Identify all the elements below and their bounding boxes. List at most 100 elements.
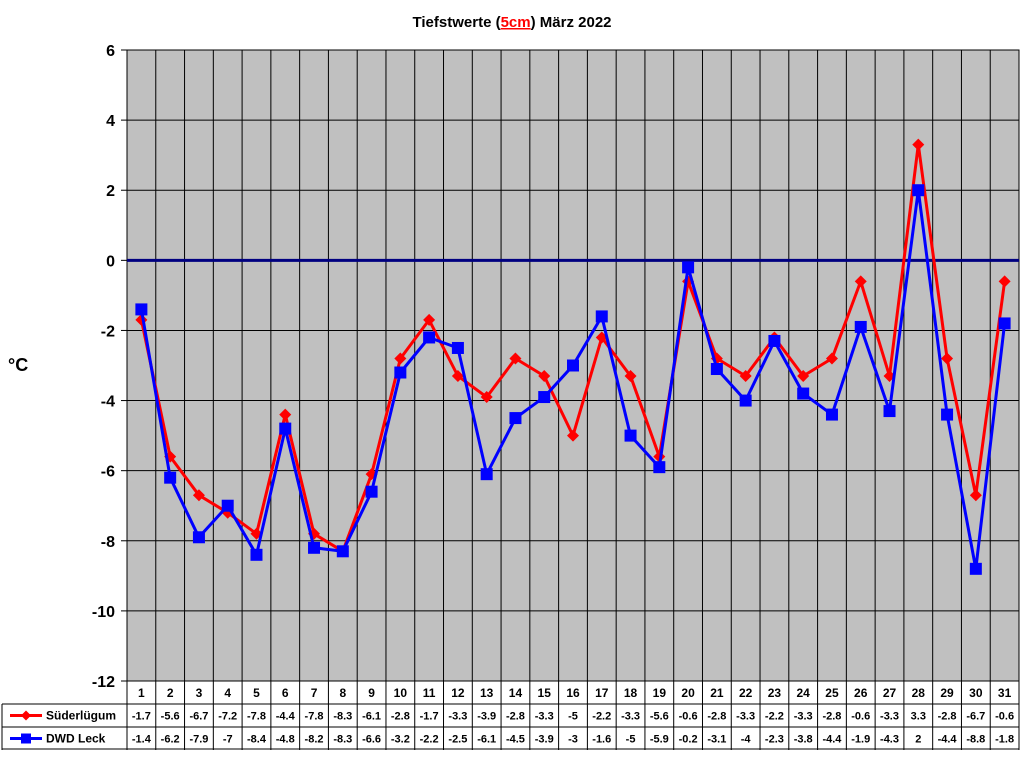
series-1-point — [710, 363, 723, 376]
series-1-point — [768, 334, 781, 347]
data-label: -5.9 — [650, 734, 669, 746]
data-label: -8.8 — [966, 734, 985, 746]
y-tick-label: 6 — [106, 43, 115, 60]
data-label: -6.6 — [362, 734, 381, 746]
data-label: -2.8 — [822, 711, 841, 723]
x-category-label: 10 — [394, 686, 408, 700]
data-label: -1.9 — [851, 734, 870, 746]
series-1-point — [682, 261, 695, 274]
chart-title-part-3: ) März 2022 — [531, 14, 612, 31]
x-category-label: 12 — [451, 686, 465, 700]
data-label: -6.7 — [966, 711, 985, 723]
x-category-label: 14 — [509, 686, 523, 700]
data-label: -2.8 — [938, 711, 957, 723]
data-label: -3.3 — [880, 711, 899, 723]
data-label: -5 — [568, 711, 578, 723]
x-category-label: 11 — [423, 686, 436, 700]
series-1-point — [394, 366, 407, 379]
data-label: -0.6 — [995, 711, 1014, 723]
series-1-point — [509, 412, 522, 425]
series-1-point — [969, 562, 982, 575]
data-label: -2.2 — [765, 711, 784, 723]
series-1-point — [825, 408, 838, 421]
x-category-label: 4 — [224, 686, 231, 700]
series-0-point — [825, 352, 838, 365]
x-category-label: 7 — [311, 686, 318, 700]
series-1-point — [912, 184, 925, 197]
data-label: -1.8 — [995, 734, 1014, 746]
series-0-point — [279, 408, 292, 421]
series-0-point — [739, 370, 752, 383]
series-0-point — [998, 275, 1011, 288]
series-1-point — [624, 429, 637, 442]
data-label: -2.2 — [592, 711, 611, 723]
plot-area: 6 4 2 0 -2 -4 -6 -8 -10 -12 — [92, 43, 1020, 691]
legend-label-0: Süderlügum — [46, 709, 116, 723]
x-category-label: 26 — [854, 686, 868, 700]
series-0-point — [192, 489, 205, 502]
data-label: -7.9 — [189, 734, 208, 746]
data-label: -6.1 — [362, 711, 381, 723]
data-label: -7.8 — [305, 711, 324, 723]
series-1-point — [365, 485, 378, 498]
y-tick-label: 4 — [106, 113, 115, 130]
data-label: -5.6 — [161, 711, 180, 723]
chart-title: Tiefstwerte (5cm) März 2022 — [413, 14, 612, 31]
series-0-point — [912, 138, 925, 151]
x-category-label: 28 — [912, 686, 926, 700]
x-category-label: 27 — [883, 686, 897, 700]
series-1-point — [164, 471, 177, 484]
series-0-point — [941, 352, 954, 365]
series-0-point — [854, 275, 867, 288]
data-label: -2.2 — [420, 734, 439, 746]
x-category-label: 25 — [825, 686, 839, 700]
x-category-label: 13 — [480, 686, 494, 700]
data-label: 2 — [915, 734, 921, 746]
data-label: -4.4 — [276, 711, 296, 723]
x-category-label: 24 — [797, 686, 811, 700]
series-0-point — [509, 352, 522, 365]
data-label: -3.9 — [535, 734, 554, 746]
legend-key-marker-1 — [21, 733, 31, 744]
data-label: -7.8 — [247, 711, 266, 723]
data-label: -1.4 — [132, 734, 152, 746]
series-1-point — [653, 461, 666, 474]
series-1-point — [279, 422, 292, 435]
y-tick-label: 2 — [106, 183, 115, 200]
data-label: -3.3 — [621, 711, 640, 723]
data-label: -2.8 — [506, 711, 525, 723]
data-label: -2.5 — [448, 734, 467, 746]
data-label: -3 — [568, 734, 578, 746]
data-label: -2.3 — [765, 734, 784, 746]
series-0-point — [567, 429, 579, 442]
series-1-point — [451, 341, 464, 354]
series-1-point — [250, 548, 263, 561]
data-label: -3.1 — [707, 734, 726, 746]
series-1-point — [423, 331, 436, 344]
data-label: -3.9 — [477, 711, 496, 723]
x-category-label: 22 — [739, 686, 753, 700]
x-category-label: 17 — [595, 686, 609, 700]
y-tick-label: 0 — [106, 253, 115, 270]
legend-label-1: DWD Leck — [46, 732, 106, 746]
series-0-point — [451, 370, 464, 383]
series-1-point — [595, 310, 608, 323]
series-0-point — [969, 489, 982, 502]
y-tick-label: -2 — [101, 323, 115, 340]
data-label: -3.3 — [736, 711, 755, 723]
data-label: -7.2 — [218, 711, 237, 723]
x-category-label: 1 — [138, 686, 145, 700]
data-label: -3.8 — [794, 734, 813, 746]
x-category-label: 31 — [998, 686, 1012, 700]
series-1-point — [941, 408, 954, 421]
data-label: -4.8 — [276, 734, 295, 746]
series-1-point — [797, 387, 810, 400]
x-category-label: 29 — [940, 686, 954, 700]
series-1-point — [135, 303, 148, 316]
series-1-point — [480, 468, 493, 481]
data-label: -6.7 — [189, 711, 208, 723]
y-tick-label: -4 — [101, 394, 115, 411]
data-label: -7 — [223, 734, 233, 746]
series-0-point — [423, 313, 436, 326]
